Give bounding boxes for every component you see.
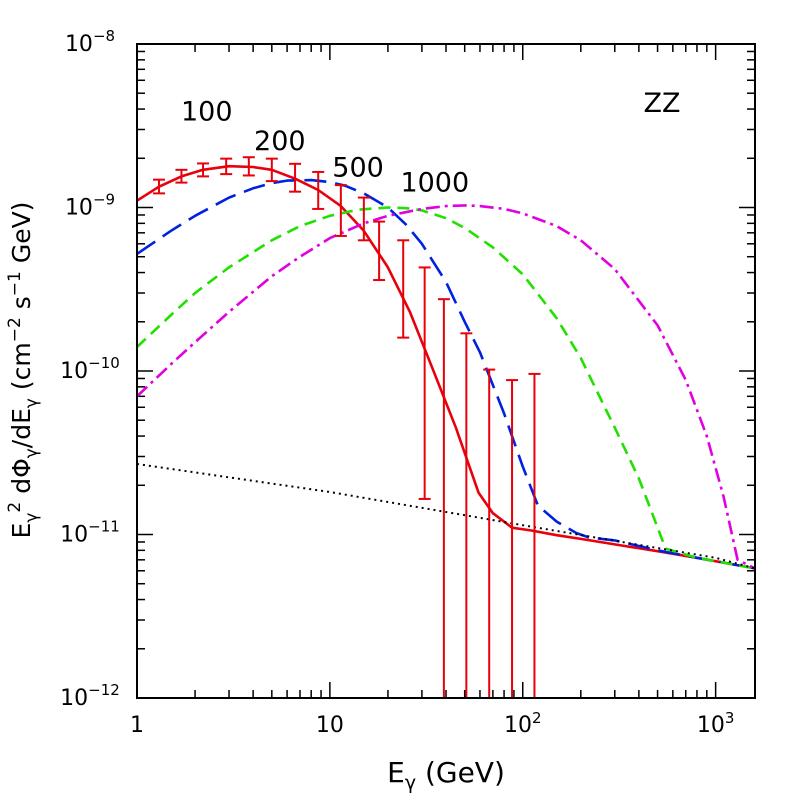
x-tick-label: 1 [130, 713, 144, 738]
mass-label: 200 [254, 126, 306, 157]
error-bar [175, 168, 188, 184]
x-tick-label: 102 [504, 709, 542, 738]
y-tick-label: 10−10 [60, 354, 120, 384]
series-layer [137, 164, 755, 570]
error-bar [437, 298, 450, 698]
error-bar [334, 184, 347, 237]
error-bar [397, 239, 410, 339]
y-tick-label: 10−9 [65, 191, 115, 221]
error-bar [357, 196, 370, 242]
error-bar [528, 372, 541, 698]
y-tick-label: 10−8 [65, 27, 115, 57]
x-tick-label: 10 [316, 713, 344, 738]
series-line-500 [137, 206, 755, 570]
error-bar [242, 156, 255, 177]
error-bar [506, 379, 519, 698]
annotation-label: ZZ [644, 88, 681, 119]
mass-label: 100 [181, 97, 233, 128]
error-bar [197, 162, 210, 178]
error-bar [373, 220, 386, 282]
x-axis-label: Eγ (GeV) [387, 756, 505, 794]
series-line-100 [137, 164, 755, 570]
error-bar [418, 266, 431, 500]
series-line-200 [137, 178, 755, 570]
x-tick-label: 103 [697, 709, 735, 738]
error-bar-layer [152, 156, 541, 698]
error-bar [265, 157, 278, 183]
mass-label: 500 [332, 152, 384, 183]
y-tick-label: 10−12 [60, 681, 120, 711]
error-bar [289, 162, 302, 193]
mass-label: 1000 [400, 168, 469, 199]
error-bar [312, 170, 325, 210]
error-bar [460, 332, 473, 698]
plot-frame [136, 43, 756, 699]
error-bar [483, 368, 496, 698]
y-tick-label: 10−11 [60, 518, 120, 548]
series-line-background [137, 463, 755, 570]
tick-labels: 1 10 102 103 10−12 10−11 10−10 10−9 10−8 [60, 27, 734, 738]
error-bar [220, 157, 233, 176]
annotations: ZZ 100 200 500 1000 [181, 88, 681, 199]
error-bar [152, 178, 165, 195]
series-line-1000 [137, 204, 755, 570]
axis-ticks [136, 44, 755, 699]
y-axis-label: Eγ2 dΦγ/dEγ (cm−2 s−1 GeV) [5, 202, 42, 539]
